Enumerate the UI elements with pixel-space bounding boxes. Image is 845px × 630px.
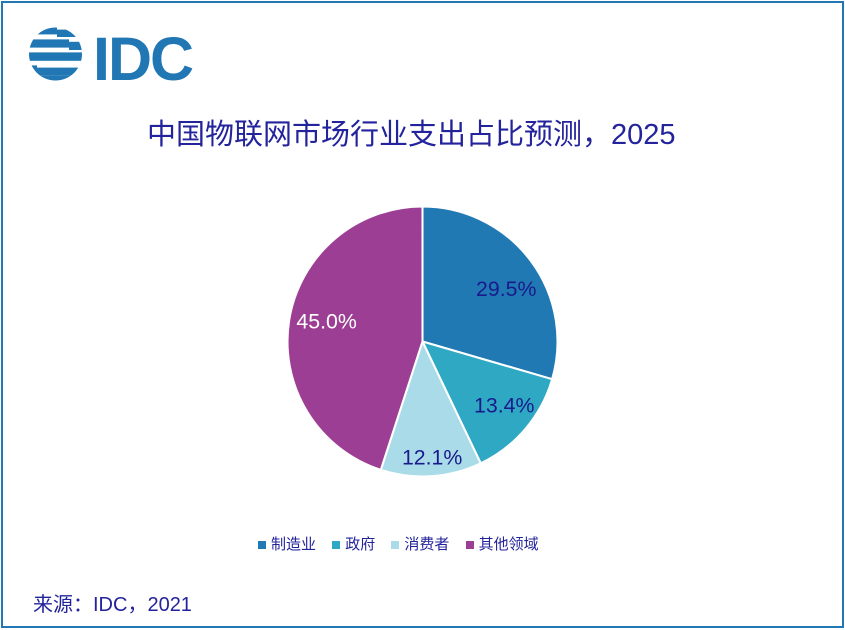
svg-text:13.4%: 13.4% (474, 394, 534, 418)
svg-text:45.0%: 45.0% (296, 309, 356, 333)
svg-text:IDC: IDC (93, 25, 193, 91)
svg-text:29.5%: 29.5% (476, 277, 536, 301)
svg-text:12.1%: 12.1% (402, 445, 462, 469)
